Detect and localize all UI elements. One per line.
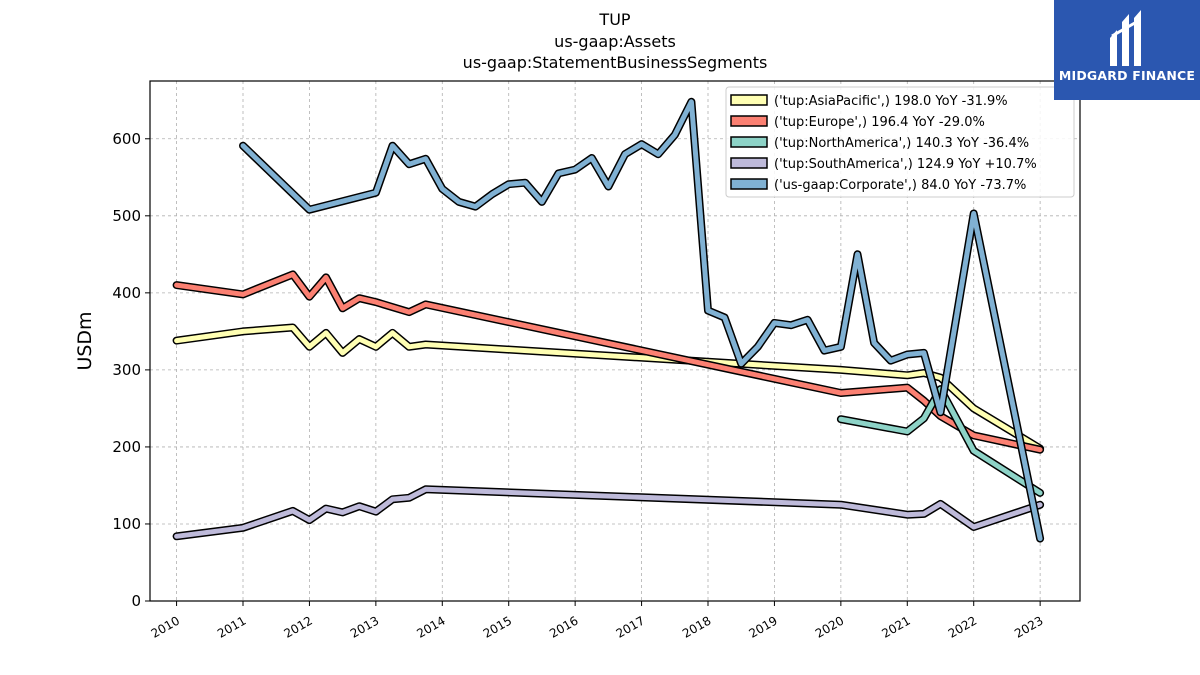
y-tick-label: 100: [112, 515, 141, 533]
logo-mark-icon: [1110, 10, 1141, 66]
x-tick-label: 2018: [680, 613, 713, 640]
x-tick-label: 2015: [481, 613, 514, 640]
legend-box: [725, 86, 1075, 198]
x-tick-label: 2022: [946, 613, 979, 640]
y-tick-label: 600: [112, 130, 141, 148]
series-line: [838, 386, 1043, 496]
series-line: [174, 271, 1043, 453]
series-outline: [172, 270, 1045, 454]
plot-frame: [149, 80, 1081, 602]
legend-swatch: [730, 115, 768, 127]
x-tick-label: 2014: [414, 613, 447, 640]
y-tick-label: 300: [112, 361, 141, 379]
x-tick-label: 2020: [813, 613, 846, 640]
x-tick-label: 2023: [1012, 613, 1045, 640]
legend-swatch: [730, 157, 768, 169]
y-axis-ticks: 0 100 200 300 400 500 600: [112, 130, 150, 610]
x-tick-label: 2010: [149, 613, 182, 640]
series-line: [174, 486, 1043, 539]
y-tick-label: 200: [112, 438, 141, 456]
series-line: [240, 99, 1043, 542]
x-tick-label: 2012: [281, 613, 314, 640]
logo-text: MIDGARD FINANCE: [1058, 68, 1196, 83]
x-tick-label: 2011: [215, 613, 248, 640]
legend-entry: ('us-gaap:Corporate',) 84.0 YoY -73.7%: [774, 178, 1026, 193]
legend-entry: ('tup:AsiaPacific',) 198.0 YoY -31.9%: [774, 94, 1008, 109]
legend-entry: ('tup:NorthAmerica',) 140.3 YoY -36.4%: [774, 136, 1029, 151]
y-tick-label: 0: [131, 592, 141, 610]
series-lines: [172, 97, 1045, 543]
chart-title: TUP: [599, 10, 631, 29]
x-tick-label: 2013: [348, 613, 381, 640]
x-tick-label: 2016: [547, 613, 580, 640]
legend-swatch: [730, 178, 768, 190]
x-axis-ticks: 2010 2011 2012 2013 2014 2015 2016 2017 2018 2019…: [149, 601, 1046, 641]
x-tick-label: 2019: [746, 613, 779, 640]
legend-swatch: [730, 136, 768, 148]
legend: ('tup:AsiaPacific',) 198.0 YoY -31.9% ('t…: [725, 86, 1075, 198]
legend-entry: ('tup:SouthAmerica',) 124.9 YoY +10.7%: [774, 157, 1037, 172]
x-tick-label: 2021: [879, 613, 912, 640]
midgard-finance-logo: MIDGARD FINANCE: [1054, 0, 1200, 100]
chart-subtitle-segments: us-gaap:StatementBusinessSegments: [462, 53, 768, 72]
y-tick-label: 400: [112, 284, 141, 302]
legend-swatch: [730, 94, 768, 106]
legend-entry: ('tup:Europe',) 196.4 YoY -29.0%: [774, 115, 985, 130]
chart-subtitle-metric: us-gaap:Assets: [554, 32, 676, 51]
y-tick-label: 500: [112, 207, 141, 225]
y-axis-label: USDm: [74, 311, 96, 370]
x-tick-label: 2017: [614, 613, 647, 640]
